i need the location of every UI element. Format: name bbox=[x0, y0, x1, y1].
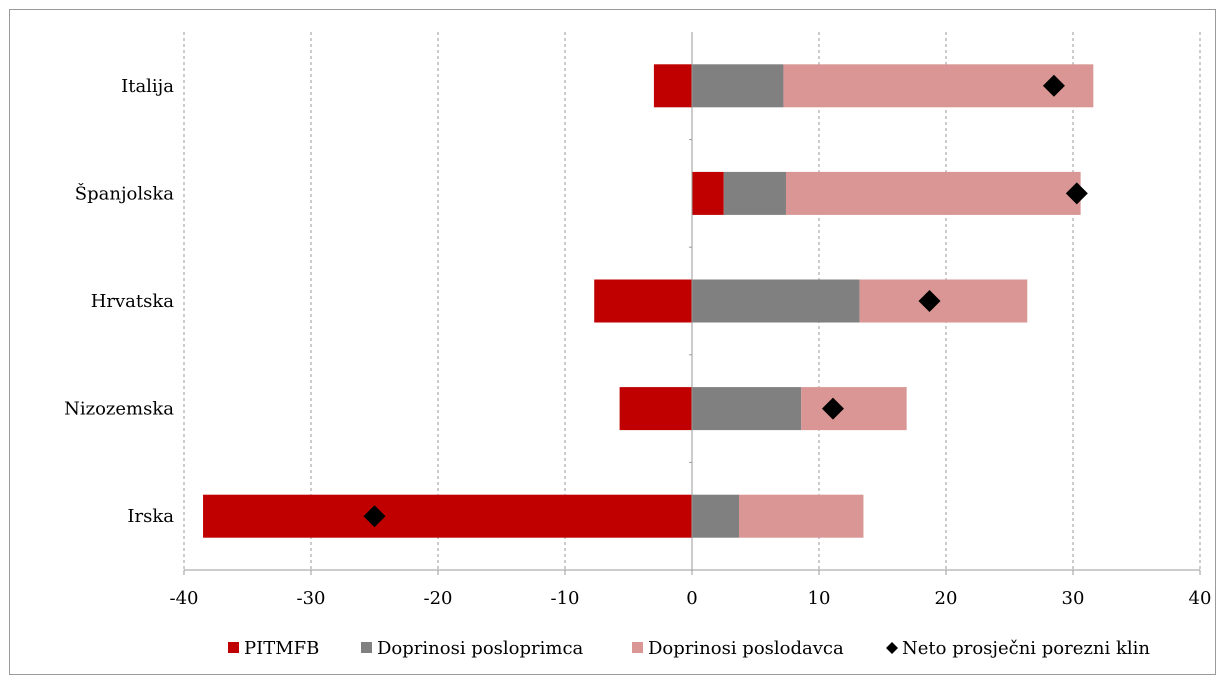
legend-swatch-doprinosi-posloprimca bbox=[361, 642, 372, 653]
chart-frame: -40 -30 -20 -10 0 10 20 30 40 Italija Španjolska Hr… bbox=[9, 9, 1216, 675]
legend-label-pitmfb: PITMFB bbox=[244, 638, 319, 659]
category-label-spanjolska: Španjolska bbox=[75, 181, 174, 204]
marker-spanjolska bbox=[1065, 182, 1088, 205]
bar-doprinosi-poslodavca-nizozemska bbox=[801, 387, 907, 431]
bar-doprinosi-poslodavca-spanjolska bbox=[785, 171, 1081, 215]
bar-doprinosi-posloprimca-irska bbox=[692, 494, 739, 538]
markers-layer bbox=[363, 74, 1088, 528]
labels-layer: -40 -30 -20 -10 0 10 20 30 40 Italija Španjolska Hr… bbox=[64, 76, 1211, 609]
legend-swatch-pitmfb bbox=[228, 642, 239, 653]
bar-pitmfb-irska bbox=[203, 494, 693, 538]
legend-item-pitmfb[interactable]: PITMFB bbox=[228, 638, 319, 659]
category-label-irska: Irska bbox=[127, 506, 174, 527]
bar-doprinosi-poslodavca-irska bbox=[738, 494, 864, 538]
x-tick-label-3: -10 bbox=[551, 588, 580, 609]
legend-layer[interactable]: PITMFB Doprinosi posloprimca Doprinosi pos… bbox=[228, 638, 1150, 659]
bar-pitmfb-hrvatska bbox=[594, 279, 692, 323]
bar-pitmfb-spanjolska bbox=[692, 171, 724, 215]
x-tick-label-8: 40 bbox=[1189, 588, 1212, 609]
x-tick-label-7: 30 bbox=[1062, 588, 1085, 609]
x-tick-label-4: 0 bbox=[686, 588, 697, 609]
x-tick-label-5: 10 bbox=[808, 588, 831, 609]
bar-doprinosi-posloprimca-italija bbox=[692, 64, 784, 108]
bars-layer bbox=[203, 64, 1094, 538]
legend-label-doprinosi-posloprimca: Doprinosi posloprimca bbox=[377, 638, 584, 659]
bar-doprinosi-posloprimca-nizozemska bbox=[692, 387, 802, 431]
bar-doprinosi-poslodavca-hrvatska bbox=[859, 279, 1028, 323]
category-label-italija: Italija bbox=[121, 76, 174, 97]
x-tick-label-6: 20 bbox=[935, 588, 958, 609]
bar-doprinosi-posloprimca-hrvatska bbox=[692, 279, 860, 323]
marker-nizozemska bbox=[821, 397, 844, 420]
legend-swatch-doprinosi-poslodavca bbox=[632, 642, 643, 653]
bar-pitmfb-italija bbox=[653, 64, 692, 108]
category-label-hrvatska: Hrvatska bbox=[91, 291, 175, 312]
axis-layer bbox=[183, 32, 1201, 575]
legend-item-doprinosi-poslodavca[interactable]: Doprinosi poslodavca bbox=[632, 638, 844, 659]
x-tick-label-0: -40 bbox=[170, 588, 199, 609]
legend-item-neto-prosjecni-porezni-klin[interactable]: Neto prosječni porezni klin bbox=[886, 638, 1150, 659]
bar-doprinosi-poslodavca-italija bbox=[783, 64, 1094, 108]
legend-label-neto-prosjecni-porezni-klin: Neto prosječni porezni klin bbox=[902, 638, 1150, 659]
chart-svg: -40 -30 -20 -10 0 10 20 30 40 Italija Španjolska Hr… bbox=[64, 32, 1211, 659]
x-tick-label-2: -20 bbox=[424, 588, 453, 609]
marker-irska bbox=[363, 505, 386, 528]
legend-label-doprinosi-poslodavca: Doprinosi poslodavca bbox=[648, 638, 844, 659]
legend-swatch-neto-prosjecni-porezni-klin bbox=[886, 642, 898, 654]
x-tick-label-1: -30 bbox=[297, 588, 326, 609]
bar-pitmfb-nizozemska bbox=[619, 387, 692, 431]
legend-item-doprinosi-posloprimca[interactable]: Doprinosi posloprimca bbox=[361, 638, 584, 659]
bar-doprinosi-posloprimca-spanjolska bbox=[723, 171, 786, 215]
marker-hrvatska bbox=[918, 290, 941, 312]
marker-italija bbox=[1042, 74, 1065, 97]
category-label-nizozemska: Nizozemska bbox=[64, 399, 174, 420]
